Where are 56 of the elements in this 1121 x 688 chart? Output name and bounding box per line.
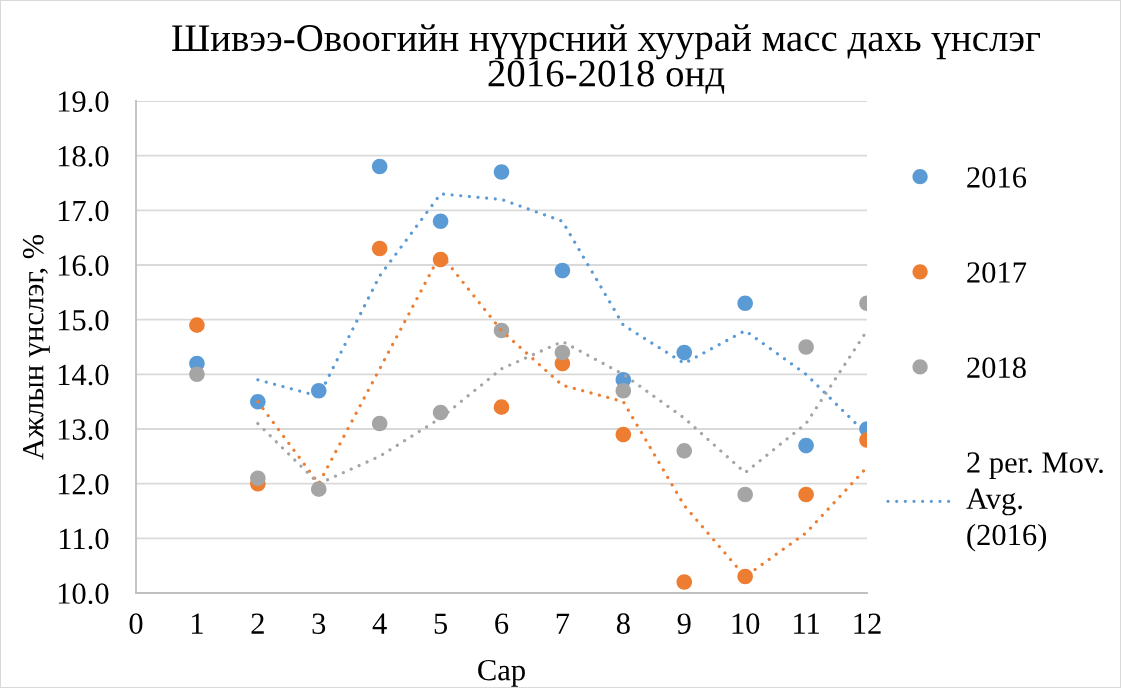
x-tick-label: 5 [434,613,448,634]
point [798,486,814,503]
legend-label: 2 per. Mov. Avg. (2016) [966,452,1103,552]
point [554,344,571,361]
legend-label: 2018 [967,357,1026,378]
point [189,317,205,333]
point [310,481,327,497]
point [493,399,510,415]
x-tick-label: 8 [616,613,630,634]
y-tick-label: 13.0 [58,419,109,441]
x-tick-label: 4 [372,613,387,634]
point [615,382,632,399]
legend-label: 2017 [967,262,1027,283]
point [371,158,388,175]
chart-title: Шивээ-Овоогийн нүүрсний хуурай масс дахь үнслэг 2016-2018 онд [172,24,1040,94]
point [737,486,753,503]
point [554,262,571,279]
point [432,404,449,421]
point [737,568,753,585]
point [250,470,266,486]
y-tick-label: 11.0 [59,528,109,550]
y-tick-label: 19.0 [58,91,109,113]
point [798,339,814,355]
point [493,164,510,180]
x-tick-label: 3 [312,613,326,634]
x-axis-title: Сар [478,659,525,687]
x-tick-label: 10 [732,613,760,634]
point [189,366,205,383]
point [798,437,814,454]
y-tick-label: 16.0 [58,255,109,277]
y-tick-label: 10.0 [58,583,109,605]
point [493,322,510,339]
point [432,213,449,230]
point [250,393,266,410]
point [676,443,693,459]
point [676,574,693,590]
y-tick-label: 15.0 [58,309,109,331]
x-tick-label: 11 [794,613,819,634]
x-tick-label: 0 [129,613,143,634]
y-tick-label: 17.0 [58,200,109,222]
y-tick-label: 12.0 [58,473,109,495]
x-tick-label: 12 [854,613,881,634]
x-tick-label: 6 [495,613,509,634]
point [615,426,632,443]
point [371,240,388,257]
point [737,295,753,312]
x-tick-label: 1 [191,613,203,634]
y-tick-label: 14.0 [58,364,109,386]
y-tick-label: 18.0 [58,145,109,167]
legend-label: 2016 [967,167,1027,188]
point [371,415,388,432]
y-axis-title: Ажлын үнслэг, % [22,234,50,460]
x-tick-label: 9 [677,613,691,634]
x-tick-label: 7 [556,613,570,634]
x-tick-label: 2 [251,613,264,634]
point [676,344,693,361]
